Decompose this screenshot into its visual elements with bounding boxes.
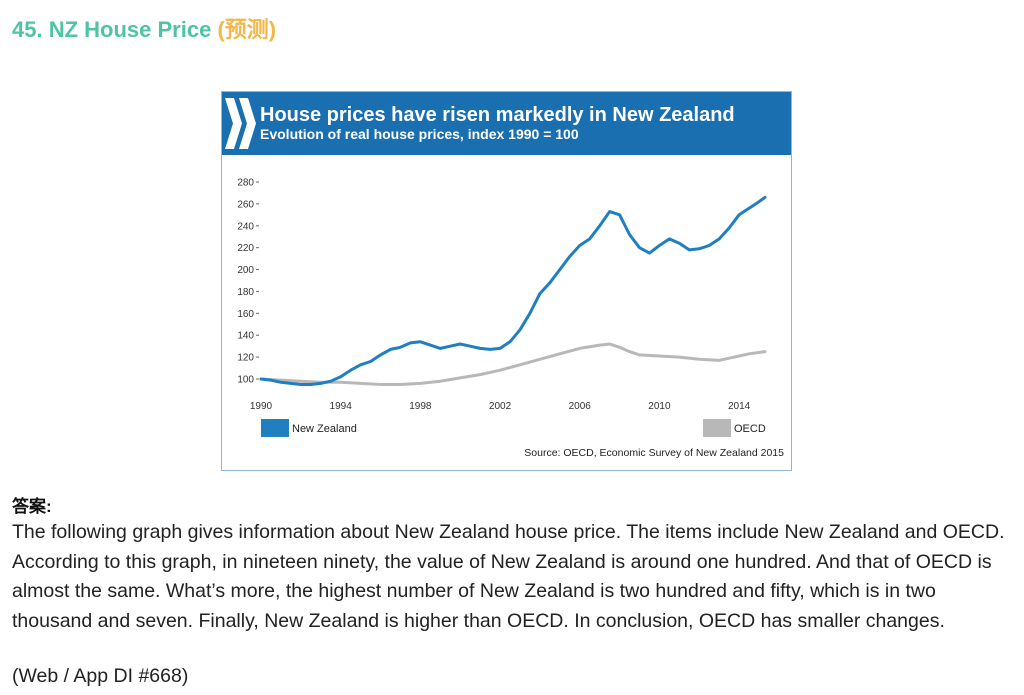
x-tick-label: 2002 — [489, 401, 512, 412]
legend-label-new-zealand: New Zealand — [292, 423, 357, 435]
x-tick-label: 2010 — [648, 401, 671, 412]
legend-label-oecd: OECD — [734, 423, 766, 435]
chart-frame: House prices have risen markedly in New … — [221, 91, 792, 471]
x-tick-label: 1998 — [409, 401, 432, 412]
page-title: 45. NZ House Price (预测) — [12, 12, 276, 44]
x-tick-label: 2014 — [728, 401, 751, 412]
chart-header: House prices have risen markedly in New … — [222, 92, 791, 155]
y-tick-label: 260 — [237, 199, 254, 210]
page-title-tag: (预测) — [217, 17, 277, 42]
y-tick-label: 120 — [237, 353, 254, 364]
answer-text: The following graph gives information ab… — [12, 521, 1005, 632]
y-tick-label: 180 — [237, 287, 254, 298]
y-tick-label: 140 — [237, 331, 254, 342]
oecd-chevron-icon — [225, 98, 256, 149]
y-tick-label: 200 — [237, 265, 254, 276]
x-tick-label: 1990 — [250, 401, 273, 412]
page-title-text: 45. NZ House Price — [12, 17, 212, 42]
y-tick-label: 280 — [237, 178, 254, 189]
chart-source: Source: OECD, Economic Survey of New Zea… — [524, 447, 784, 459]
source-reference: (Web / App DI #668) — [12, 665, 189, 687]
y-tick-label: 160 — [237, 309, 254, 320]
series-line-oecd — [259, 342, 767, 386]
chart-subtitle: Evolution of real house prices, index 19… — [260, 126, 579, 142]
y-tick-label: 220 — [237, 243, 254, 254]
series-line-new-zealand — [259, 195, 767, 386]
legend-swatch-new-zealand — [261, 419, 289, 437]
x-tick-label: 2006 — [569, 401, 592, 412]
y-tick-label: 240 — [237, 221, 254, 232]
x-tick-label: 1994 — [330, 401, 353, 412]
y-tick-label: 100 — [237, 375, 254, 386]
chart-plot: 100 120 140 160 180 200 220 240 260 280 1990 1994 19… — [237, 178, 784, 460]
answer-label: 答案: — [12, 497, 52, 516]
legend-swatch-oecd — [703, 419, 731, 437]
chart-title: House prices have risen markedly in New … — [260, 104, 735, 126]
